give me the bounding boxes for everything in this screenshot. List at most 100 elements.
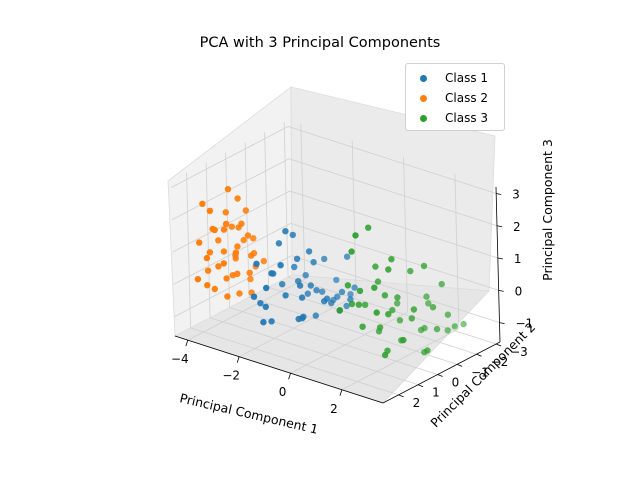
z-tick-label: 1 [514, 252, 522, 266]
data-point-class-1 [275, 240, 283, 247]
data-point-class-2 [199, 200, 206, 207]
data-point-class-3 [374, 278, 382, 285]
data-point-class-1 [307, 282, 314, 289]
data-point-class-1 [262, 303, 269, 310]
gridline-x-floor [239, 295, 357, 358]
z-axis-label: Principal Component 3 [540, 139, 555, 281]
data-point-class-3 [348, 300, 356, 308]
data-point-class-2 [220, 226, 228, 233]
legend: Class 1 Class 2 Class 3 [405, 63, 505, 131]
data-point-class-3 [385, 311, 392, 318]
data-point-class-1 [296, 282, 304, 289]
data-point-class-3 [400, 336, 407, 344]
gridline-x-floor [290, 311, 408, 374]
data-point-class-2 [222, 209, 229, 216]
y-tick-label: −1 [471, 365, 489, 379]
data-point-class-3 [394, 300, 401, 307]
x-tick-label: −4 [171, 352, 189, 366]
data-point-class-2 [238, 220, 245, 227]
z-tick [497, 257, 503, 260]
gridline-x-back [454, 173, 460, 329]
data-point-class-2 [228, 223, 235, 230]
data-point-class-1 [289, 231, 296, 239]
data-point-class-3 [381, 351, 389, 359]
legend-marker-class-1 [420, 74, 427, 82]
gridline-z-back [288, 126, 497, 194]
x-tick [236, 356, 240, 363]
x-tick [288, 373, 291, 380]
z-tick [496, 225, 503, 228]
data-point-class-2 [215, 263, 222, 270]
data-point-class-3 [424, 347, 431, 354]
data-point-class-3 [344, 282, 352, 289]
data-point-class-2 [234, 270, 241, 277]
data-point-class-1 [277, 262, 284, 269]
data-point-class-3 [371, 284, 378, 291]
x-axis-line [174, 335, 384, 404]
y-tick-label: 1 [432, 386, 440, 400]
x-tick-label: 0 [279, 385, 287, 399]
data-point-class-1 [279, 281, 286, 288]
data-point-class-2 [204, 267, 212, 274]
data-point-class-1 [263, 284, 270, 292]
data-point-class-2 [206, 207, 214, 214]
data-point-class-1 [260, 319, 267, 326]
z-tick-label: 2 [513, 220, 521, 234]
gridline-x-floor [187, 278, 306, 341]
data-point-class-2 [232, 249, 240, 256]
x-tick-label: 2 [330, 402, 338, 416]
gridline-y-floor [229, 307, 438, 375]
z-tick [496, 193, 502, 195]
data-point-class-1 [319, 288, 326, 295]
data-point-class-1 [282, 292, 289, 299]
data-point-class-2 [242, 207, 249, 214]
data-point-class-1 [295, 315, 302, 323]
data-point-class-3 [396, 317, 404, 324]
gridline-x-floor [341, 328, 460, 391]
z-axis-line [495, 186, 501, 343]
data-point-class-2 [236, 290, 243, 297]
data-point-class-2 [204, 282, 211, 289]
gridline-z-back [291, 255, 500, 324]
data-point-class-1 [298, 294, 306, 301]
gridline-y-wall [186, 172, 191, 328]
data-point-class-1 [347, 291, 354, 298]
data-point-class-1 [333, 276, 340, 284]
data-point-class-2 [215, 237, 222, 244]
gridline-y-wall [264, 132, 269, 288]
data-point-class-1 [304, 290, 311, 297]
legend-label-class-3: Class 3 [445, 111, 489, 125]
data-point-class-1 [291, 263, 298, 271]
chart-title: PCA with 3 Principal Components [199, 35, 441, 51]
gridline-y-floor [190, 327, 399, 396]
data-point-class-3 [372, 263, 379, 270]
data-point-class-3 [429, 304, 437, 311]
data-point-class-2 [244, 232, 252, 239]
data-point-class-1 [268, 270, 275, 277]
x-tick [185, 340, 189, 347]
data-point-class-2 [234, 243, 241, 250]
y-tick [437, 374, 443, 377]
gridline-x-back [300, 124, 306, 280]
data-point-class-3 [355, 301, 363, 308]
data-point-class-1 [338, 288, 346, 296]
data-point-class-3 [361, 301, 369, 308]
gridline-z-back [289, 190, 498, 259]
z-tick-label: 0 [515, 284, 523, 298]
data-point-class-1 [351, 284, 358, 291]
gridline-y-wall [283, 122, 289, 278]
legend-label-class-2: Class 2 [445, 91, 489, 105]
legend-label-class-1: Class 1 [445, 71, 489, 85]
data-point-class-2 [250, 235, 257, 242]
data-point-class-3 [444, 311, 452, 318]
y-axis-line [382, 341, 501, 404]
data-point-class-3 [433, 325, 441, 333]
data-point-class-2 [196, 239, 203, 246]
y-tick-label: 2 [413, 396, 421, 410]
y-tick [417, 384, 424, 388]
data-point-class-1 [305, 248, 313, 255]
y-tick-label: −2 [491, 355, 509, 369]
legend-marker-class-3 [420, 114, 427, 122]
data-point-class-3 [356, 287, 364, 295]
y-tick [476, 353, 482, 357]
